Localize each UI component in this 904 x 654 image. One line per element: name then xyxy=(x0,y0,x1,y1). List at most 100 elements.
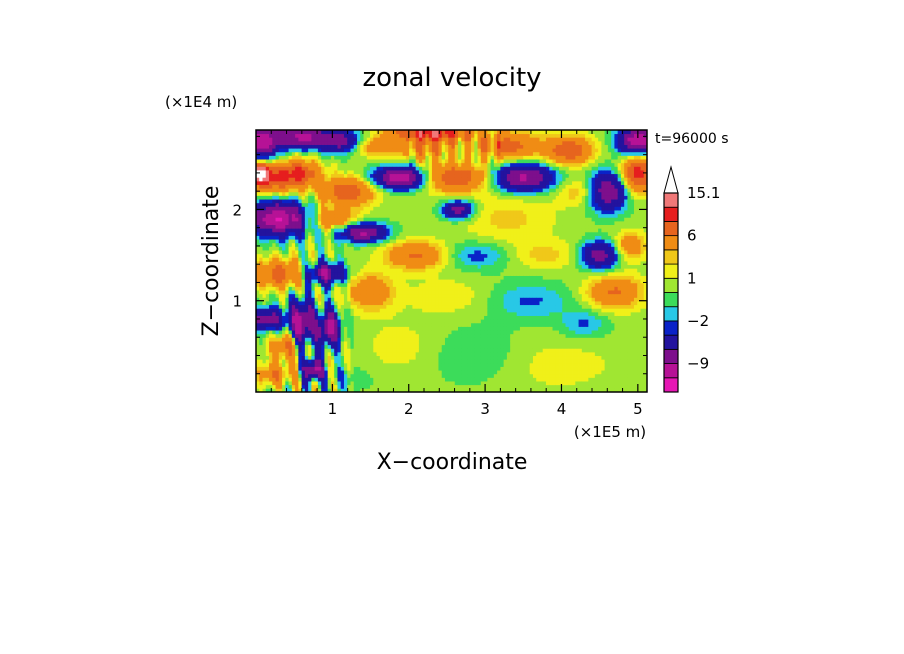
heatmap-cell xyxy=(477,351,482,357)
heatmap-cell xyxy=(278,333,283,338)
heatmap-cell xyxy=(428,326,433,331)
heatmap-cell xyxy=(357,275,361,280)
heatmap-cell xyxy=(275,235,280,240)
heatmap-cell xyxy=(471,130,475,135)
heatmap-cell xyxy=(317,261,322,266)
heatmap-cell xyxy=(321,359,325,364)
heatmap-cell xyxy=(330,381,335,386)
heatmap-cell xyxy=(441,344,446,349)
heatmap-cell xyxy=(474,242,478,247)
heatmap-cell xyxy=(337,235,342,240)
heatmap-cell xyxy=(428,220,433,226)
heatmap-cell xyxy=(343,228,348,233)
heatmap-cell xyxy=(366,282,371,287)
heatmap-cell xyxy=(259,279,263,284)
heatmap-cell xyxy=(337,257,342,262)
heatmap-cell xyxy=(438,231,443,236)
heatmap-cell xyxy=(379,362,384,367)
heatmap-cell xyxy=(304,384,309,389)
heatmap-cell xyxy=(458,202,462,207)
heatmap-cell xyxy=(458,362,462,367)
heatmap-cell xyxy=(304,271,309,276)
heatmap-cell xyxy=(324,133,329,138)
heatmap-cell xyxy=(317,170,322,175)
heatmap-cell xyxy=(458,133,462,138)
heatmap-cell xyxy=(366,333,371,338)
heatmap-cell xyxy=(477,195,482,200)
heatmap-cell xyxy=(282,264,286,269)
heatmap-cell xyxy=(412,220,417,226)
heatmap-field xyxy=(256,130,648,393)
heatmap-cell xyxy=(262,130,267,135)
heatmap-cell xyxy=(311,264,316,269)
heatmap-cell xyxy=(441,279,446,284)
heatmap-cell xyxy=(405,373,410,378)
heatmap-cell xyxy=(415,366,420,371)
heatmap-cell xyxy=(448,228,452,233)
heatmap-cell xyxy=(353,275,358,280)
heatmap-cell xyxy=(259,366,263,371)
heatmap-cell xyxy=(366,213,371,218)
heatmap-cell xyxy=(347,308,351,313)
heatmap-cell xyxy=(275,206,280,211)
heatmap-cell xyxy=(350,144,355,149)
heatmap-cell xyxy=(396,137,400,142)
heatmap-cell xyxy=(262,311,267,316)
heatmap-cell xyxy=(464,279,469,284)
heatmap-cell xyxy=(435,224,439,229)
heatmap-cell xyxy=(353,322,358,327)
heatmap-cell xyxy=(288,275,293,280)
heatmap-cell xyxy=(376,344,381,349)
heatmap-cell xyxy=(269,366,273,371)
heatmap-cell xyxy=(467,228,472,233)
heatmap-cell xyxy=(340,319,345,324)
heatmap-cell xyxy=(379,344,384,349)
heatmap-cell xyxy=(399,199,404,204)
heatmap-cell xyxy=(431,322,436,327)
heatmap-cell xyxy=(431,217,436,222)
heatmap-cell xyxy=(448,191,452,196)
heatmap-cell xyxy=(347,301,351,306)
heatmap-cell xyxy=(301,217,306,222)
heatmap-cell xyxy=(347,311,351,316)
heatmap-cell xyxy=(308,322,312,327)
heatmap-cell xyxy=(412,239,417,244)
heatmap-cell xyxy=(386,166,390,171)
heatmap-cell xyxy=(412,341,417,346)
heatmap-cell xyxy=(272,170,276,175)
heatmap-cell xyxy=(321,293,325,298)
heatmap-cell xyxy=(275,202,280,207)
heatmap-cell xyxy=(444,330,449,335)
heatmap-cell xyxy=(278,195,283,200)
heatmap-cell xyxy=(321,250,325,255)
heatmap-cell xyxy=(389,148,394,153)
heatmap-cell xyxy=(379,184,384,189)
heatmap-cell xyxy=(327,177,332,182)
heatmap-cell xyxy=(360,362,364,367)
heatmap-cell xyxy=(399,144,404,149)
heatmap-cell xyxy=(347,275,351,280)
heatmap-cell xyxy=(461,341,465,346)
heatmap-cell xyxy=(301,337,306,342)
heatmap-cell xyxy=(373,177,377,182)
heatmap-cell xyxy=(308,337,312,342)
heatmap-cell xyxy=(373,202,377,207)
heatmap-cell xyxy=(265,180,270,185)
heatmap-cell xyxy=(461,261,465,266)
heatmap-cell xyxy=(471,344,475,349)
heatmap-cell xyxy=(438,210,443,215)
heatmap-cell xyxy=(422,162,426,167)
heatmap-cell xyxy=(321,246,325,251)
heatmap-cell xyxy=(259,341,263,346)
heatmap-cell xyxy=(262,319,267,324)
heatmap-cell xyxy=(353,159,358,164)
heatmap-cell xyxy=(363,166,368,171)
heatmap-cell xyxy=(308,180,312,185)
heatmap-cell xyxy=(454,170,459,175)
heatmap-cell xyxy=(467,275,472,280)
heatmap-cell xyxy=(425,224,430,229)
heatmap-cell xyxy=(340,381,345,386)
heatmap-cell xyxy=(256,330,260,335)
heatmap-cell xyxy=(337,366,342,371)
heatmap-cell xyxy=(396,290,400,295)
